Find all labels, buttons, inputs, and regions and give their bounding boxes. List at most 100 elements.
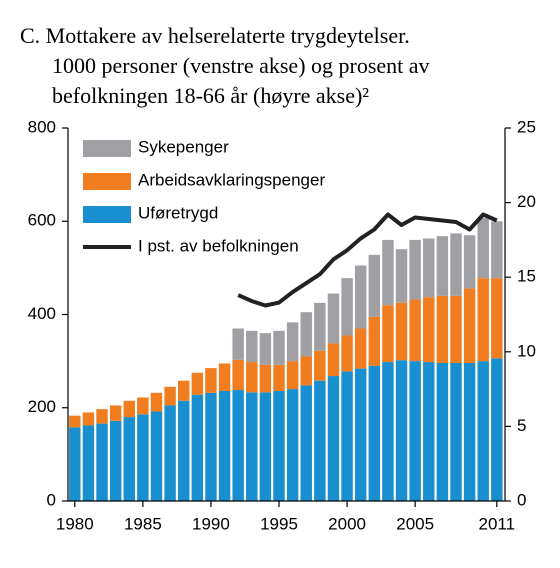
bar [300, 356, 312, 386]
bar [450, 295, 462, 363]
bar [123, 400, 135, 418]
bar [286, 361, 299, 390]
legend-label: Arbeidsavklaringspenger [138, 170, 325, 189]
bar [300, 385, 312, 501]
bar [314, 302, 326, 351]
bar [109, 420, 122, 501]
bar [191, 372, 204, 395]
y-tick-label: 600 [28, 211, 56, 230]
bar [491, 278, 503, 359]
bar [150, 411, 163, 501]
bar [232, 359, 244, 391]
bar [164, 405, 176, 501]
bar [218, 363, 231, 391]
y2-tick-label: 15 [517, 267, 536, 286]
bar [354, 368, 367, 501]
bar [341, 278, 353, 336]
y2-tick-label: 10 [517, 341, 536, 360]
bar [246, 330, 258, 363]
x-tick-label: 2005 [396, 514, 434, 533]
bar [341, 335, 353, 372]
bar [423, 238, 435, 298]
bar [82, 425, 95, 501]
bar [463, 362, 476, 501]
legend-swatch [83, 206, 131, 223]
bar [436, 236, 449, 296]
bar [205, 392, 217, 501]
bar [177, 380, 190, 401]
bar [191, 394, 204, 501]
bar [246, 392, 258, 501]
bar [259, 333, 272, 365]
bar [218, 390, 231, 501]
bar [354, 328, 367, 369]
legend-swatch [83, 140, 131, 157]
bar [273, 390, 285, 501]
bar [246, 362, 258, 393]
bar [123, 417, 135, 501]
bar [273, 364, 285, 391]
bar [177, 400, 190, 501]
bar [477, 361, 489, 501]
x-tick-label: 1990 [192, 514, 230, 533]
bar [69, 427, 81, 501]
bar [314, 350, 326, 381]
bar [382, 239, 394, 306]
bar [409, 361, 421, 501]
bar [395, 302, 408, 361]
bar [368, 316, 381, 366]
bar [259, 364, 272, 393]
x-tick-label: 2011 [479, 514, 516, 533]
bar [150, 392, 163, 412]
chart-title: befolkningen 18-66 år (høyre akse)² [52, 83, 369, 108]
x-tick-label: 1985 [124, 514, 162, 533]
bar [436, 362, 449, 501]
bar [327, 376, 340, 501]
line [237, 212, 498, 308]
bar [463, 288, 476, 363]
bar [477, 217, 489, 279]
bar [69, 415, 81, 428]
bar [273, 330, 285, 365]
bar [450, 233, 462, 296]
bar [137, 414, 149, 501]
bar [137, 397, 149, 415]
bar [436, 295, 449, 363]
bar [164, 386, 176, 406]
y2-tick-label: 25 [517, 117, 536, 136]
legend-label: Sykepenger [138, 137, 229, 156]
bar [314, 380, 326, 501]
bar [368, 254, 381, 317]
bar [450, 362, 462, 501]
bar [259, 392, 272, 501]
legend-swatch [83, 173, 131, 190]
y2-tick-label: 0 [517, 490, 526, 509]
bar [327, 293, 340, 344]
chart-title: 1000 personer (venstre akse) og prosent … [52, 53, 430, 78]
bar [82, 412, 95, 426]
bar [232, 390, 244, 501]
bar [368, 365, 381, 501]
bar [286, 389, 299, 501]
bar [477, 278, 489, 362]
bar [395, 360, 408, 501]
bar [109, 405, 122, 421]
y2-tick-label: 5 [517, 416, 526, 435]
bar [96, 409, 108, 424]
chart-title: C. Mottakere av helserelaterte trygdeyte… [20, 23, 410, 48]
bar [327, 343, 340, 377]
bar [341, 371, 353, 501]
bar [491, 358, 503, 501]
legend-label: Uføretrygd [138, 203, 218, 222]
y-tick-label: 800 [28, 117, 56, 136]
bar [205, 368, 217, 393]
bar [354, 265, 367, 329]
bar [395, 249, 408, 303]
y-tick-label: 0 [47, 490, 56, 509]
bar [96, 423, 108, 501]
bar [491, 221, 503, 279]
x-tick-label: 2000 [328, 514, 366, 533]
bar [382, 305, 394, 363]
bar [286, 322, 299, 362]
